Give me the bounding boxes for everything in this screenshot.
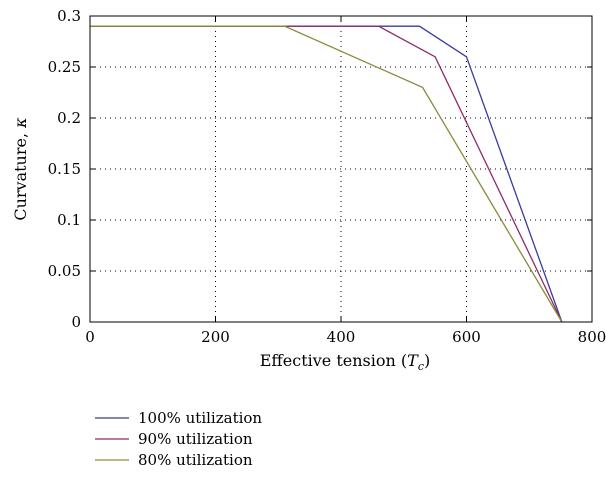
series-line-3 bbox=[90, 25, 563, 323]
axis-ticks bbox=[89, 15, 593, 323]
series-line-2 bbox=[90, 25, 563, 323]
grid-lines bbox=[90, 16, 592, 322]
x-axis-label-open: ( bbox=[401, 351, 407, 370]
x-tick-label: 600 bbox=[452, 328, 481, 346]
legend-label: 90% utilization bbox=[138, 430, 253, 448]
legend-label: 80% utilization bbox=[138, 451, 253, 469]
y-axis-label: Curvature, κ bbox=[11, 117, 30, 221]
y-tick-label: 0.05 bbox=[48, 262, 81, 280]
legend-label: 100% utilization bbox=[138, 409, 262, 427]
y-tick-label: 0 bbox=[71, 313, 81, 331]
y-axis-label-text: Curvature, bbox=[11, 133, 30, 221]
x-axis-label-symbol: T bbox=[407, 351, 419, 370]
y-tick-label: 0.25 bbox=[48, 58, 81, 76]
x-axis-label-subscript: c bbox=[418, 360, 424, 373]
y-tick-label: 0.3 bbox=[57, 7, 81, 25]
x-tick-label: 200 bbox=[201, 328, 230, 346]
x-axis-label: Effective tension (Tc) bbox=[260, 351, 431, 373]
x-axis-label-close: ) bbox=[424, 351, 430, 370]
x-axis-label-text: Effective tension bbox=[260, 351, 396, 370]
x-tick-label: 800 bbox=[578, 328, 606, 346]
series-lines bbox=[90, 25, 563, 323]
y-tick-labels: 0 0.05 0.1 0.15 0.2 0.25 0.3 bbox=[48, 7, 81, 331]
y-axis-label-symbol: κ bbox=[11, 117, 30, 129]
y-tick-label: 0.2 bbox=[57, 109, 81, 127]
y-tick-label: 0.1 bbox=[57, 211, 81, 229]
legend: 100% utilization 90% utilization 80% utili… bbox=[95, 409, 262, 469]
x-tick-labels: 0 200 400 600 800 bbox=[85, 328, 606, 346]
y-tick-label: 0.15 bbox=[48, 160, 81, 178]
x-tick-label: 400 bbox=[327, 328, 356, 346]
x-tick-label: 0 bbox=[85, 328, 95, 346]
